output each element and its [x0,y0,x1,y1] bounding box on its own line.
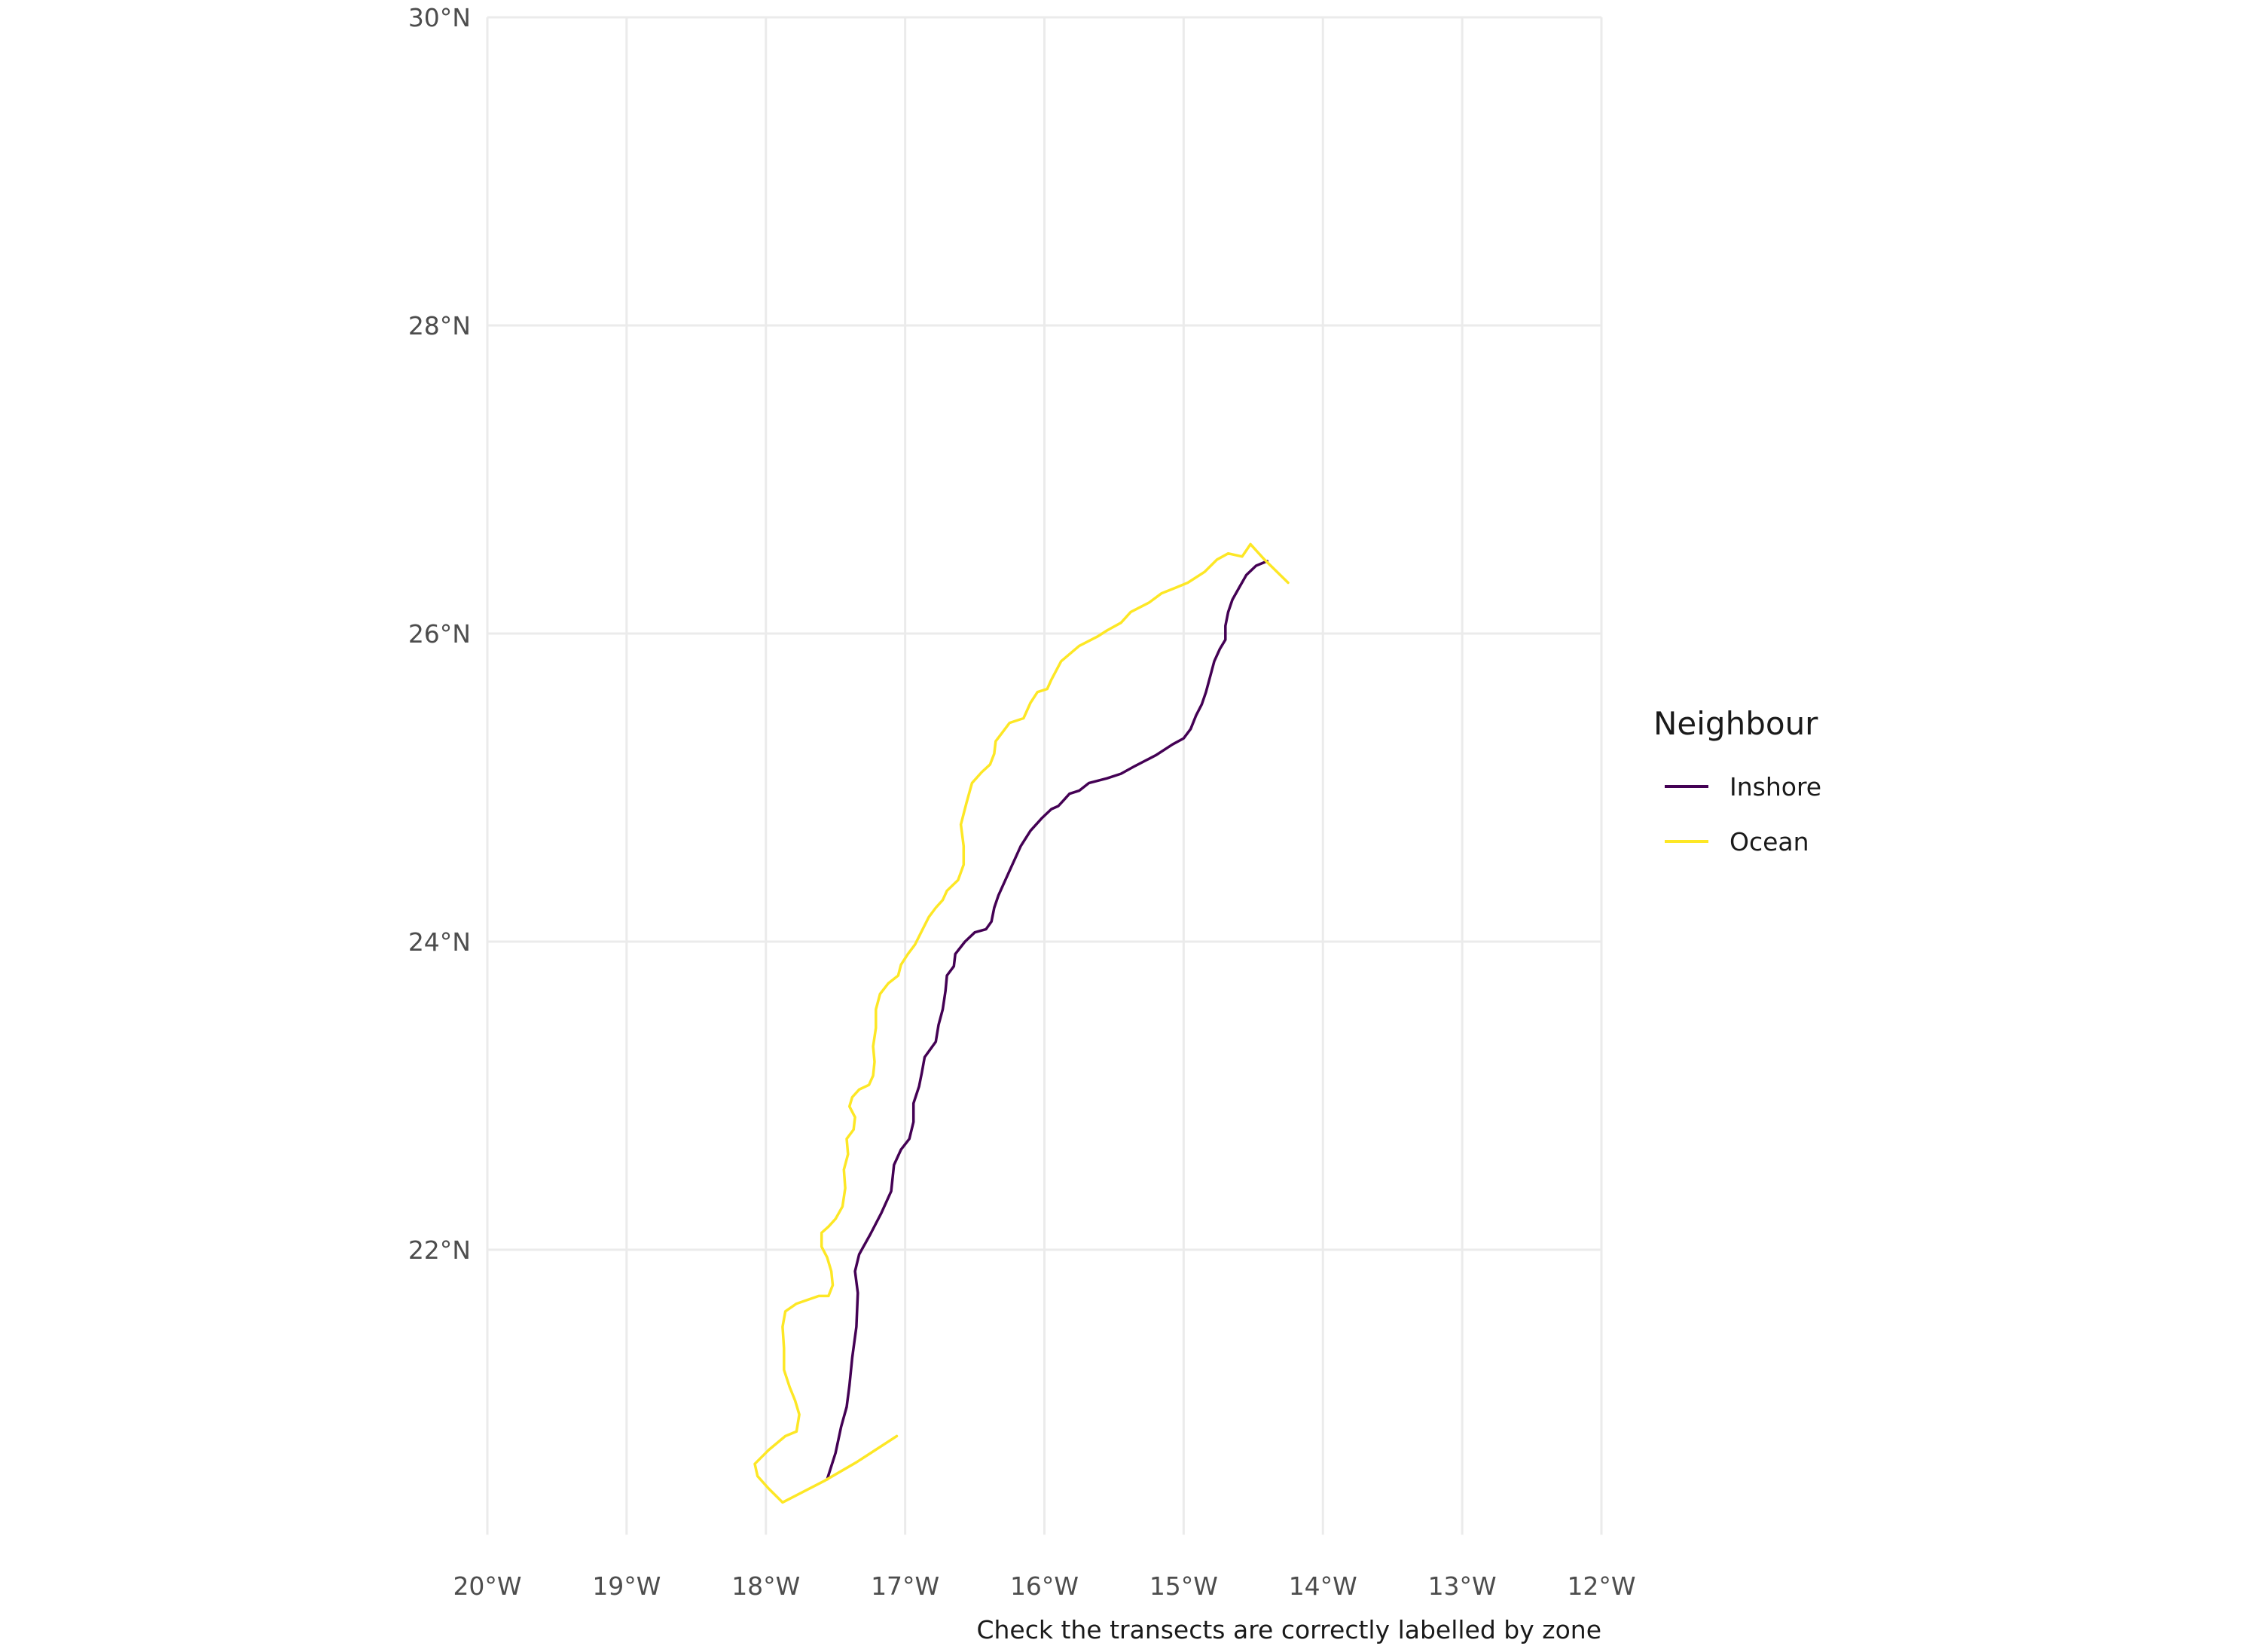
transect-tracks [753,542,1290,1504]
legend-label-inshore: Inshore [1729,772,1821,802]
latitude-tick-label: 30°N [408,3,471,32]
map-gridlines [486,16,1603,1535]
longitude-tick-label: 18°W [731,1571,800,1601]
legend: Neighbour Inshore Ocean [1653,705,1821,857]
longitude-tick-labels: 20°W 19°W 18°W 17°W 16°W 15°W 14°W 13°W 12°W [453,1571,1635,1601]
longitude-tick-label: 15°W [1149,1571,1218,1601]
legend-label-ocean: Ocean [1729,827,1809,857]
transect-track-ocean [753,542,1290,1504]
latitude-tick-label: 26°N [408,619,471,649]
longitude-tick-label: 13°W [1428,1571,1497,1601]
longitude-tick-label: 17°W [871,1571,939,1601]
longitude-tick-label: 14°W [1289,1571,1357,1601]
legend-title: Neighbour [1653,705,1818,742]
latitude-tick-label: 28°N [408,311,471,340]
legend-items: Inshore Ocean [1665,772,1821,857]
longitude-tick-label: 16°W [1010,1571,1079,1601]
latitude-tick-labels: 22°N 24°N 26°N 28°N 30°N [408,3,471,1265]
longitude-tick-label: 20°W [453,1571,521,1601]
transect-track-inshore [826,560,1269,1481]
latitude-tick-label: 24°N [408,927,471,957]
latitude-tick-label: 22°N [408,1235,471,1265]
longitude-tick-label: 19°W [592,1571,661,1601]
longitude-tick-label: 12°W [1567,1571,1635,1601]
plot-caption: Check the transects are correctly labell… [976,1615,1601,1644]
